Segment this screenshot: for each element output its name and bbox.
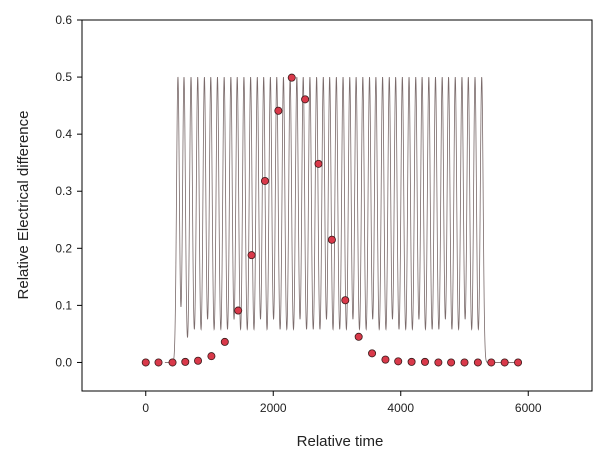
y-tick-label: 0.5 [55, 70, 72, 84]
data-point [181, 357, 190, 366]
data-point [154, 358, 163, 367]
data-point [141, 358, 150, 367]
x-axis-ticks: 0 2000 4000 6000 [142, 391, 542, 415]
point-series [141, 73, 523, 367]
data-point [381, 355, 390, 364]
y-axis-title: Relative Electrical difference [15, 111, 32, 300]
data-point [207, 352, 216, 361]
data-point [514, 358, 523, 367]
data-point [420, 357, 429, 366]
data-point [287, 73, 296, 82]
data-point [194, 356, 203, 365]
x-tick-label: 0 [142, 401, 149, 415]
data-point [341, 296, 350, 305]
y-tick-label: 0.4 [55, 127, 72, 141]
x-tick-label: 6000 [515, 401, 542, 415]
data-point [434, 358, 443, 367]
y-axis-ticks: 0.0 0.1 0.2 0.3 0.4 0.5 0.6 [55, 13, 82, 369]
pulse-series [164, 76, 522, 363]
plot-frame [81, 19, 593, 392]
y-tick-label: 0.6 [55, 13, 72, 27]
pulse-line [164, 76, 522, 363]
data-point [234, 306, 243, 315]
data-point [407, 357, 416, 366]
x-tick-label: 2000 [260, 401, 287, 415]
data-point [274, 106, 283, 115]
data-point [354, 332, 363, 341]
data-point [168, 358, 177, 367]
data-point [247, 251, 256, 260]
data-point [260, 176, 269, 185]
y-tick-label: 0.2 [55, 241, 72, 255]
x-tick-label: 4000 [387, 401, 414, 415]
y-tick-label: 0.0 [55, 355, 72, 369]
data-point [301, 95, 310, 104]
data-point [487, 358, 496, 367]
y-tick-label: 0.3 [55, 184, 72, 198]
data-point [473, 358, 482, 367]
data-point [327, 235, 336, 244]
data-point [314, 159, 323, 168]
data-point [220, 337, 229, 346]
data-point [500, 358, 509, 367]
x-axis-title: Relative time [297, 433, 384, 450]
data-point [460, 358, 469, 367]
y-tick-label: 0.1 [55, 298, 72, 312]
data-point [447, 358, 456, 367]
data-point [368, 349, 377, 358]
data-point [394, 357, 403, 366]
